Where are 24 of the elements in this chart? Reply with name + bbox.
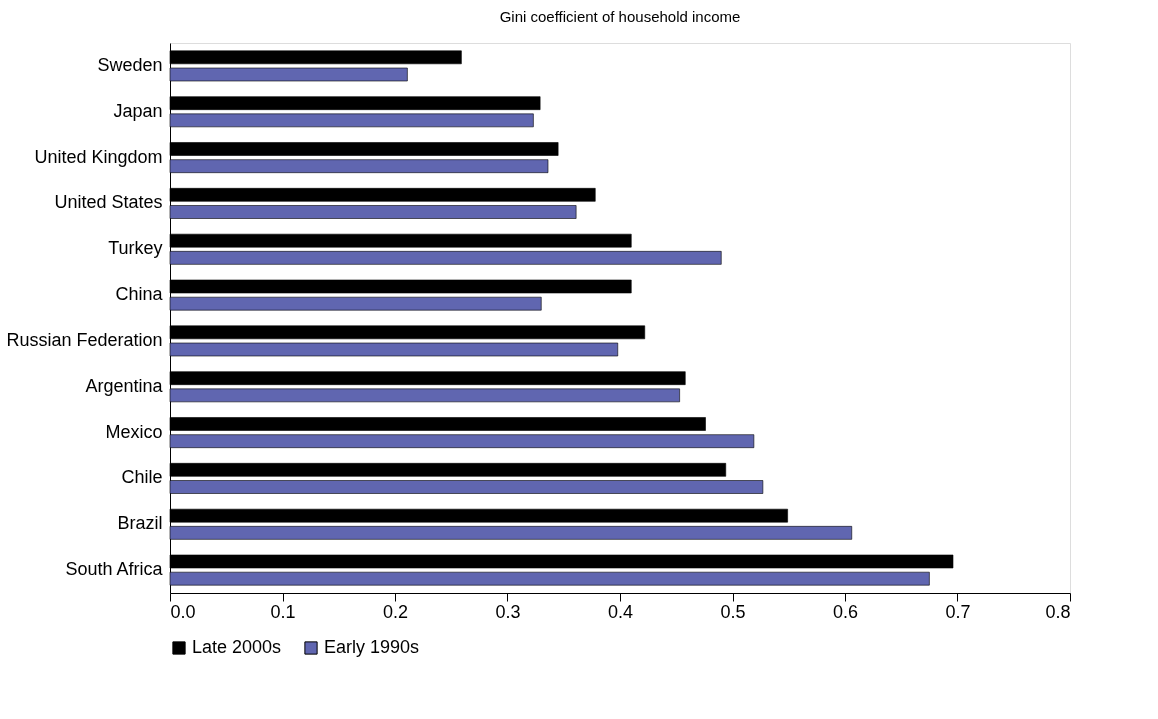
- y-tick-label: China: [115, 284, 164, 305]
- y-tick-label: Japan: [113, 100, 163, 121]
- y-tick-label: Chile: [121, 467, 163, 488]
- x-tick-label: 0.8: [1045, 601, 1071, 622]
- x-tick-label: 0.4: [607, 601, 634, 622]
- x-tick-label: 0.3: [495, 601, 521, 622]
- y-tick-label: Argentina: [85, 375, 164, 396]
- y-tick-label: Turkey: [108, 238, 163, 259]
- chart-title: Gini coefficient of household income: [499, 8, 741, 25]
- x-tick-label: 0.1: [270, 601, 296, 622]
- y-tick-label: Mexico: [105, 421, 163, 442]
- legend-label: Early 1990s: [324, 637, 420, 657]
- y-tick-label: Russian Federation: [6, 329, 163, 350]
- y-tick-label: United Kingdom: [34, 146, 163, 167]
- x-tick-label: 0.7: [945, 601, 971, 622]
- y-tick-label: Brazil: [117, 513, 163, 534]
- y-tick-label: United States: [54, 192, 163, 213]
- x-tick-label: 0.2: [382, 601, 409, 622]
- y-tick-label: South Africa: [65, 559, 164, 580]
- x-tick-label: 0.0: [170, 601, 196, 622]
- legend-label: Late 2000s: [192, 637, 282, 657]
- x-tick-label: 0.6: [832, 601, 859, 622]
- x-tick-label: 0.5: [720, 601, 746, 622]
- y-tick-label: Sweden: [97, 54, 163, 75]
